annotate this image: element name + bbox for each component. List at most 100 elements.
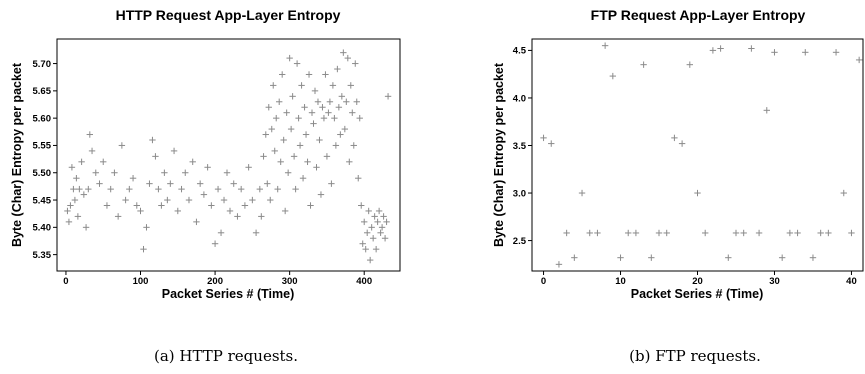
data-point — [126, 185, 133, 193]
data-point — [305, 71, 313, 78]
data-point — [359, 240, 366, 247]
data-point — [740, 229, 747, 237]
data-point — [287, 125, 295, 133]
data-point — [763, 107, 770, 114]
data-point — [563, 229, 570, 237]
data-point — [848, 229, 855, 237]
data-point — [840, 189, 847, 197]
data-point — [343, 98, 350, 105]
data-point — [133, 202, 140, 209]
data-point — [78, 158, 85, 166]
data-point — [648, 254, 655, 261]
scatter-series — [64, 49, 392, 264]
data-point — [725, 254, 732, 261]
data-point — [786, 229, 794, 237]
data-point — [365, 207, 372, 215]
y-tick-label: 5.40 — [33, 223, 52, 234]
data-point — [825, 229, 832, 237]
data-point — [92, 169, 99, 176]
y-axis-label: Byte (Char) Entropy per packet — [492, 62, 506, 247]
data-point — [349, 109, 356, 116]
data-point — [594, 229, 601, 237]
data-point — [249, 196, 256, 204]
data-point — [368, 224, 375, 231]
y-tick-label: 5.65 — [33, 86, 52, 97]
data-point — [292, 185, 299, 193]
data-point — [755, 229, 763, 237]
data-point — [748, 45, 755, 52]
data-point — [223, 169, 231, 176]
data-point — [64, 207, 71, 215]
y-tick-label: 5.35 — [33, 250, 52, 261]
data-point — [114, 213, 122, 220]
data-point — [258, 213, 265, 220]
data-point — [290, 153, 298, 160]
data-point — [352, 60, 359, 67]
y-tick-label: 5.50 — [33, 168, 52, 179]
data-point — [794, 229, 801, 237]
data-point — [260, 153, 267, 160]
data-point — [326, 98, 334, 105]
data-point — [671, 134, 678, 142]
data-point — [332, 142, 340, 149]
data-point — [314, 98, 322, 105]
data-point — [170, 147, 178, 155]
data-point — [344, 54, 352, 62]
data-point — [632, 229, 640, 237]
data-point — [182, 169, 189, 176]
data-point — [65, 218, 73, 226]
data-point — [375, 207, 383, 215]
data-point — [617, 254, 624, 261]
data-point — [356, 114, 363, 122]
chart-title: FTP Request App-Layer Entropy — [591, 7, 806, 23]
data-point — [76, 185, 83, 193]
data-point — [299, 175, 307, 182]
data-point — [732, 229, 740, 237]
y-tick-label: 5.55 — [33, 141, 52, 152]
data-point — [338, 93, 346, 100]
data-point — [640, 61, 647, 68]
data-point — [164, 196, 171, 204]
data-point — [265, 104, 272, 111]
x-tick-label: 30 — [769, 276, 780, 287]
data-point — [296, 142, 304, 149]
data-point — [96, 180, 103, 187]
data-point — [366, 256, 374, 264]
data-point — [372, 245, 380, 253]
data-point — [311, 87, 319, 95]
x-axis-ticks: 0 100 200 300 400 — [63, 271, 372, 287]
data-point — [353, 98, 360, 105]
data-point — [320, 114, 328, 122]
data-point — [701, 229, 709, 237]
x-tick-label: 200 — [207, 276, 223, 287]
data-point — [346, 158, 353, 166]
data-point — [111, 169, 118, 176]
y-axis-ticks: 2.5 3.0 3.5 4.0 4.5 — [513, 46, 532, 247]
data-point — [832, 49, 840, 56]
data-point — [143, 224, 150, 231]
data-point — [586, 229, 593, 237]
data-point — [663, 229, 670, 237]
data-point — [277, 158, 284, 166]
data-point — [625, 229, 632, 237]
data-point — [152, 153, 159, 160]
data-point — [347, 82, 354, 89]
data-point — [234, 213, 241, 220]
data-point — [226, 207, 234, 215]
data-point — [174, 207, 181, 215]
data-point — [256, 185, 264, 193]
data-point — [67, 202, 74, 209]
data-point — [809, 254, 817, 261]
data-point — [71, 196, 79, 204]
y-tick-label: 4.0 — [513, 93, 526, 104]
data-point — [358, 202, 365, 209]
data-point — [220, 196, 228, 204]
x-axis-ticks: 0 10 20 30 40 — [541, 271, 857, 287]
data-point — [310, 120, 317, 127]
data-point — [548, 140, 555, 147]
data-point — [73, 175, 80, 182]
data-point — [295, 114, 302, 122]
y-tick-label: 2.5 — [513, 236, 527, 247]
data-point — [129, 175, 137, 182]
data-point — [281, 207, 289, 215]
